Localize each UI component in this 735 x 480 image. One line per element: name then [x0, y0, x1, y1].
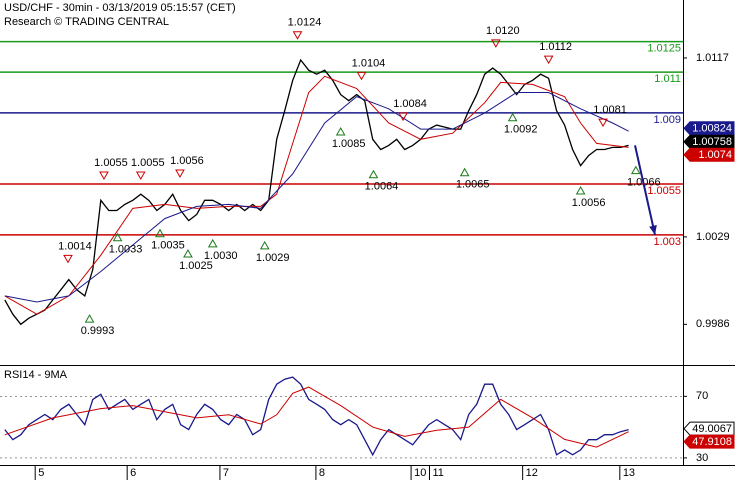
low-label: 1.0033: [109, 244, 143, 256]
high-marker: [398, 112, 408, 122]
low-label: 1.0030: [204, 250, 238, 262]
low-marker: [259, 240, 270, 250]
high-label: 1.0124: [288, 17, 322, 29]
high-marker: [99, 171, 109, 181]
price-tag-label: 49.0067: [692, 423, 732, 435]
low-label: 1.0025: [179, 260, 213, 272]
x-tick-label: 5: [38, 467, 44, 479]
price-tag-label: 1.00758: [692, 136, 732, 148]
low-label: 1.0092: [504, 124, 538, 136]
low-marker: [112, 232, 123, 242]
series-line: [4, 386, 629, 448]
low-label: 1.0065: [456, 179, 490, 191]
low-marker: [183, 249, 193, 258]
level-label: 1.003: [653, 236, 681, 248]
low-label: 1.0029: [256, 252, 290, 264]
high-label: 1.0120: [486, 25, 520, 37]
low-label: 1.0064: [365, 181, 399, 193]
chart-title: USD/CHF - 30min - 03/13/2019 05:15:57 (C…: [4, 2, 236, 14]
low-marker: [575, 185, 586, 195]
low-marker: [368, 169, 379, 179]
price-tag-label: 1.0074: [698, 149, 732, 161]
high-label: 1.0084: [393, 98, 427, 110]
high-marker: [598, 118, 608, 128]
y-tick-label: 70: [696, 390, 708, 402]
low-marker: [207, 238, 218, 248]
high-marker: [292, 31, 303, 40]
y-tick-label: 30: [696, 452, 708, 464]
forecast-arrowhead: [649, 225, 657, 235]
high-label: 1.0112: [539, 41, 572, 53]
low-marker: [84, 314, 95, 323]
high-label: 1.0056: [170, 155, 204, 167]
price-tag: [683, 421, 735, 436]
price-tag: [683, 121, 735, 136]
price-tag-label: 47.9108: [692, 436, 732, 448]
x-tick-label: 7: [223, 467, 229, 479]
low-label: 0.9993: [81, 325, 115, 337]
low-label: 1.0085: [332, 138, 366, 150]
price-tag: [683, 134, 735, 149]
low-marker: [507, 112, 518, 122]
chart-subtitle: Research © TRADING CENTRAL: [4, 16, 169, 28]
high-label: 1.0055: [94, 157, 128, 169]
x-tick-label: 12: [526, 467, 538, 479]
price-tag: [683, 147, 735, 162]
level-label: 1.011: [654, 73, 681, 85]
level-label: 1.009: [653, 114, 681, 126]
high-marker: [135, 171, 146, 181]
x-tick-label: 11: [432, 467, 443, 479]
level-label: 1.0125: [647, 43, 681, 55]
high-marker: [356, 71, 367, 81]
high-label: 1.0055: [131, 157, 165, 169]
series-line: [4, 376, 629, 457]
x-tick-label: 13: [623, 467, 635, 479]
y-tick-label: 1.0117: [696, 52, 729, 64]
low-label: 1.0035: [151, 240, 185, 252]
low-marker: [459, 167, 470, 177]
level-label: 1.0055: [647, 185, 681, 197]
high-marker: [543, 55, 554, 65]
low-marker: [630, 165, 641, 175]
x-tick-label: 8: [319, 467, 325, 479]
forecast-line: [634, 145, 656, 236]
y-tick-label: 1.0029: [696, 231, 730, 243]
price-tag: [683, 434, 735, 449]
high-label: 1.0014: [58, 240, 92, 252]
rsi-title: RSI14 - 9MA: [4, 369, 68, 381]
high-marker: [63, 254, 73, 264]
x-tick-label: 10: [414, 467, 426, 479]
series-line: [4, 92, 629, 303]
x-tick-label: 6: [130, 467, 136, 479]
high-marker: [490, 39, 501, 48]
price-tag-label: 1.00824: [692, 123, 732, 135]
series-line: [4, 75, 629, 315]
y-tick-label: 0.9986: [696, 318, 730, 330]
high-label: 1.0104: [352, 57, 386, 69]
high-marker: [175, 169, 185, 178]
low-marker: [335, 127, 346, 136]
high-label: 1.0081: [593, 104, 627, 116]
low-marker: [155, 228, 165, 238]
low-label: 1.0056: [572, 197, 606, 209]
series-line: [4, 58, 629, 326]
